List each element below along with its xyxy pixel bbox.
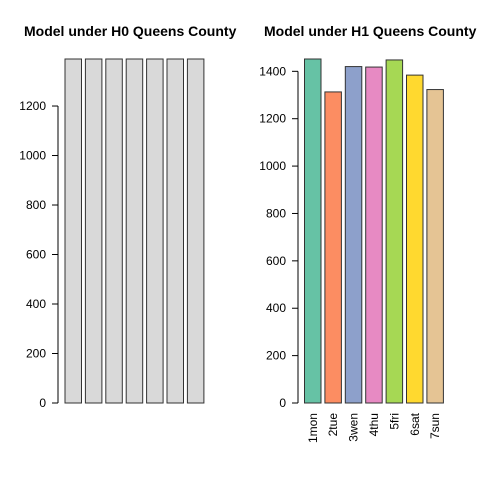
y-tick-label: 800 [26,198,46,212]
bar-3wen [344,66,363,404]
x-labels-h1: 1mon 2tue 3wen 4thu 5fri 6sat 7sun [306,412,442,443]
y-tick-label: 400 [266,301,286,315]
chart-panel-h0: Model under H0 Queens County 0 200 400 600 8… [19,23,236,410]
y-tick-label: 1200 [259,112,286,126]
y-tick-label: 600 [26,248,46,262]
x-tick-label: 1mon [306,413,320,443]
x-tick-label: 5fri [387,413,401,430]
bar-1mon [64,58,82,404]
bar-3wen [105,58,123,404]
y-tick-label: 800 [266,206,286,220]
bars-h0 [64,58,205,404]
chart-title-h0: Model under H0 Queens County [24,23,237,39]
x-tick-label: 4thu [367,413,381,436]
y-tick-label: 200 [266,349,286,363]
y-tick-label: 600 [266,254,286,268]
chart-title-h1: Model under H1 Queens County [264,23,477,39]
y-axis-h0: 0 200 400 600 800 1000 1200 [19,99,59,410]
bar-4thu [365,66,383,404]
bar-5fri [146,58,164,404]
bar-2tue [324,91,342,404]
bar-6sat [166,58,184,404]
y-tick-label: 1200 [19,99,46,113]
x-tick-label: 3wen [347,413,361,442]
x-tick-label: 2tue [326,413,340,437]
x-tick-label: 7sun [428,413,442,439]
x-tick-label: 6sat [408,412,422,435]
y-tick-label: 1000 [19,149,46,163]
bar-4thu [125,58,144,404]
y-tick-label: 1000 [259,159,286,173]
y-tick-label: 1400 [259,64,286,78]
y-axis-h1: 0 200 400 600 800 1000 1200 1400 [259,64,299,410]
bar-2tue [84,58,103,404]
y-tick-label: 0 [279,396,286,410]
bar-1mon [304,58,322,404]
y-tick-label: 0 [39,396,46,410]
bar-5fri [385,59,404,404]
y-tick-label: 200 [26,347,46,361]
bar-7sun [426,89,444,404]
y-tick-label: 400 [26,297,46,311]
bars-h1 [304,58,444,404]
bar-6sat [406,74,424,404]
bar-7sun [186,58,205,404]
chart-panel-h1: Model under H1 Queens County 0 200 400 600 8… [259,23,476,443]
